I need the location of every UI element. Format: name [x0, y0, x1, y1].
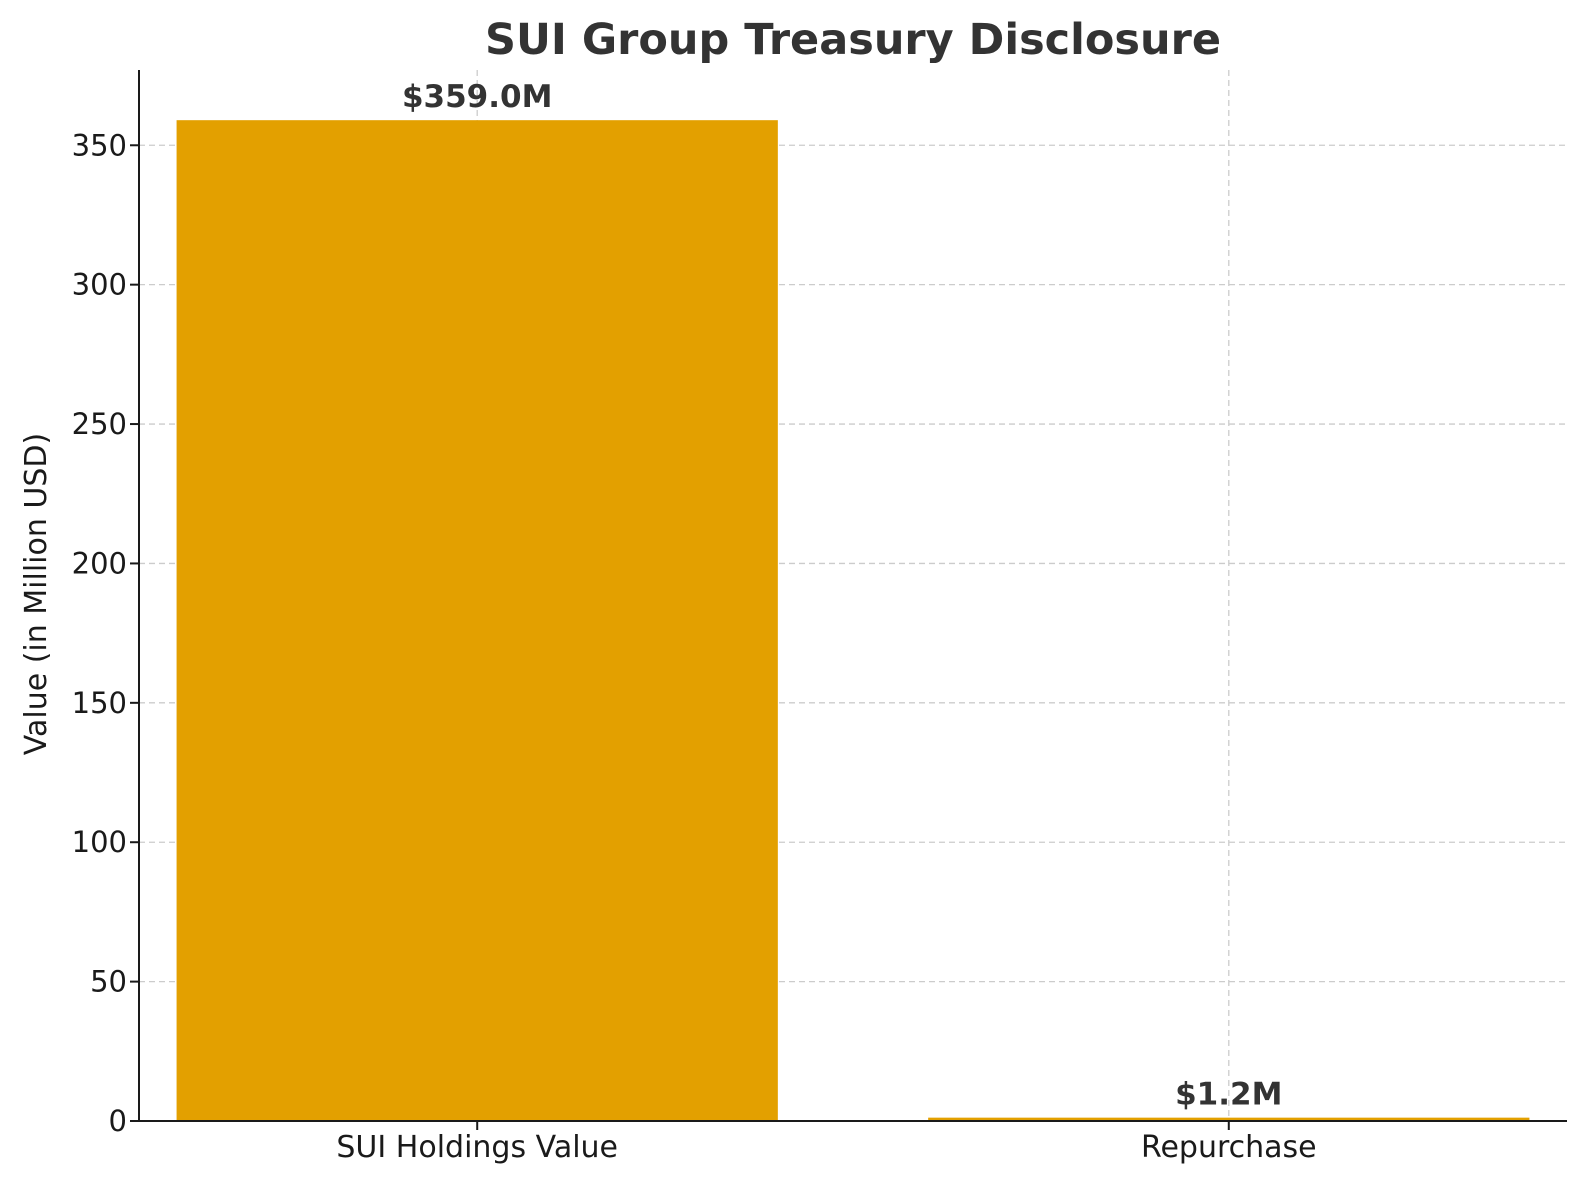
chart-title: SUI Group Treasury Disclosure — [485, 15, 1221, 65]
y-tick-label: 300 — [72, 268, 127, 302]
y-tick-label: 100 — [72, 825, 127, 859]
x-tick-label: Repurchase — [1141, 1130, 1317, 1165]
label-layer: 0 50 100 150 200 250 300 350 $359.0M $1.2M SUI Hol… — [72, 79, 1317, 1165]
x-tick-label: SUI Holdings Value — [336, 1130, 618, 1165]
y-axis-label: Value (in Million USD) — [19, 433, 54, 755]
y-tick-label: 250 — [72, 407, 127, 441]
y-tick-label: 150 — [72, 686, 127, 720]
bar — [176, 120, 778, 1122]
y-tick-label: 350 — [72, 128, 127, 162]
bar — [928, 1117, 1530, 1121]
bar-value-label: $359.0M — [402, 79, 552, 115]
y-tick-label: 200 — [72, 546, 127, 580]
y-tick-label: 50 — [90, 965, 127, 999]
y-tick-label: 0 — [109, 1104, 127, 1138]
bar-value-label: $1.2M — [1175, 1077, 1282, 1113]
bar-layer — [176, 120, 1530, 1122]
axis-layer — [130, 70, 1567, 1130]
